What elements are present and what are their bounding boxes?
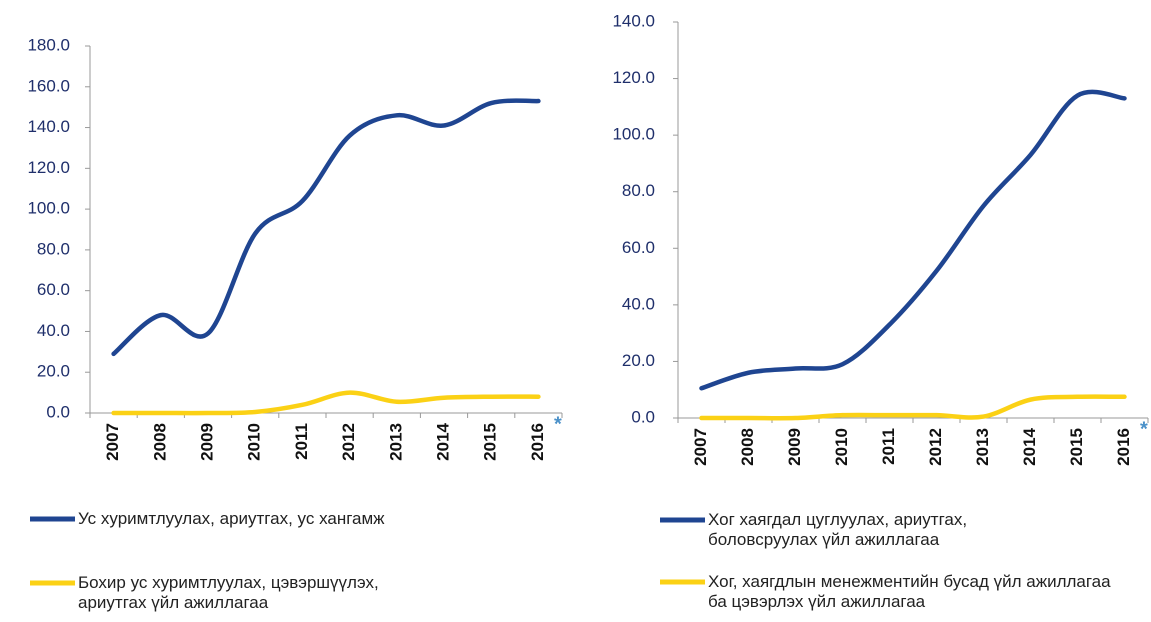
- y-tick-label: 60.0: [622, 238, 655, 257]
- legend-label: Бохир ус хуримтлуулах, цэвэршүүлэх, ариу…: [78, 573, 379, 612]
- y-tick-label: 80.0: [622, 181, 655, 200]
- y-tick-label: 120.0: [27, 158, 70, 177]
- legend-label: Хог хаягдал цуглуулах, ариутгах, боловср…: [708, 510, 968, 549]
- y-tick-label: 140.0: [612, 11, 655, 30]
- y-tick-label: 20.0: [37, 362, 70, 381]
- legend-label: Ус хуримтлуулах, ариутгах, ус хангамж: [78, 509, 385, 528]
- series-line: [111, 390, 541, 416]
- x-tick-label: 2016: [1114, 428, 1133, 466]
- y-tick-label: 100.0: [27, 199, 70, 218]
- x-tick-label: 2010: [832, 428, 851, 466]
- x-tick-label: 2013: [973, 428, 992, 466]
- x-tick-label: 2008: [150, 423, 169, 461]
- y-tick-label: 140.0: [27, 117, 70, 136]
- y-tick-label: 20.0: [622, 351, 655, 370]
- y-tick-label: 120.0: [612, 68, 655, 87]
- x-tick-label: 2016: [528, 423, 547, 461]
- y-tick-label: 160.0: [27, 76, 70, 95]
- legend-label: Хог, хаягдлын менежментийн бусад үйл ажи…: [708, 572, 1111, 611]
- x-tick-label: 2012: [339, 423, 358, 461]
- y-tick-label: 40.0: [622, 294, 655, 313]
- x-tick-label: 2015: [481, 423, 500, 461]
- x-tick-label: 2010: [245, 423, 264, 461]
- x-tick-label: 2009: [785, 428, 804, 466]
- x-tick-label: 2008: [738, 428, 757, 466]
- series-line: [699, 394, 1127, 421]
- y-tick-label: 0.0: [46, 402, 70, 421]
- x-tick-label: 2007: [103, 423, 122, 461]
- x-tick-label: 2014: [433, 422, 452, 460]
- x-tick-label: 2012: [926, 428, 945, 466]
- annotation: *: [554, 413, 562, 435]
- y-tick-label: 60.0: [37, 280, 70, 299]
- y-tick-label: 0.0: [631, 407, 655, 426]
- x-tick-label: 2014: [1020, 427, 1039, 465]
- y-tick-label: 100.0: [612, 125, 655, 144]
- series-line: [111, 98, 541, 357]
- x-tick-label: 2007: [691, 428, 710, 466]
- series-line: [699, 89, 1127, 391]
- x-tick-label: 2015: [1067, 428, 1086, 466]
- x-tick-label: 2011: [292, 423, 311, 460]
- y-tick-label: 80.0: [37, 239, 70, 258]
- y-tick-label: 180.0: [27, 35, 70, 54]
- x-tick-label: 2011: [879, 428, 898, 465]
- y-tick-label: 40.0: [37, 321, 70, 340]
- x-tick-label: 2013: [386, 423, 405, 461]
- annotation: *: [1140, 418, 1148, 440]
- x-tick-label: 2009: [197, 423, 216, 461]
